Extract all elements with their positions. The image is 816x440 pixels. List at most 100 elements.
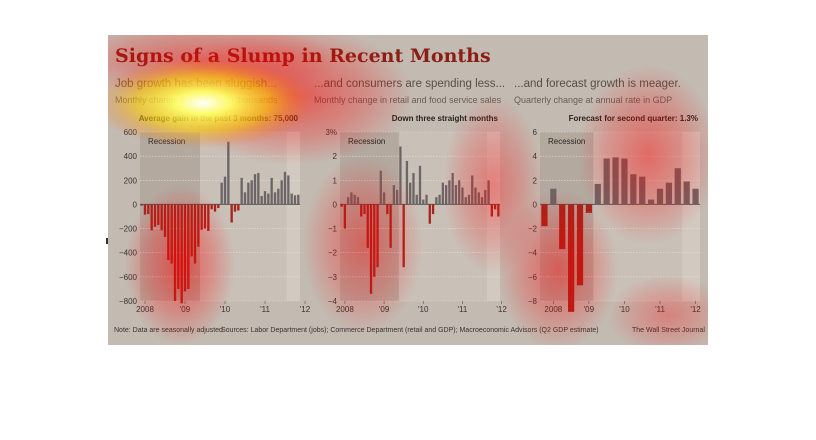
bar	[190, 204, 193, 257]
bar	[612, 157, 619, 205]
bar	[648, 199, 655, 205]
bar	[448, 180, 451, 205]
y-tick-label: 3%	[325, 128, 337, 137]
bar	[464, 197, 467, 205]
bar	[347, 197, 350, 205]
bar	[402, 204, 405, 268]
y-tick-label: −8	[528, 297, 538, 306]
bar	[157, 204, 160, 225]
y-tick-label: −3	[328, 273, 338, 282]
x-tick-label: '10	[220, 305, 231, 314]
y-tick-label: 200	[124, 176, 138, 185]
x-tick-label: 2008	[544, 305, 562, 314]
bar	[409, 182, 412, 205]
bar	[630, 174, 637, 205]
x-tick-label: '12	[690, 305, 701, 314]
bar	[585, 204, 592, 213]
recession-label: Recession	[148, 137, 185, 146]
panel-3-subtitle: Quarterly change at annual rate in GDP	[514, 95, 673, 105]
bar	[435, 197, 438, 205]
bar	[183, 204, 187, 292]
bar	[173, 204, 177, 301]
bar	[247, 182, 250, 205]
bar	[363, 204, 366, 215]
recession-band	[540, 132, 594, 301]
headline: Signs of a Slump in Recent Months	[115, 45, 491, 67]
bar	[683, 181, 690, 205]
bar	[160, 204, 163, 231]
bar	[379, 170, 382, 205]
bar	[253, 174, 257, 205]
x-tick-label: '12	[300, 305, 311, 314]
panel-3-title: ...and forecast growth is meager.	[514, 78, 681, 90]
bar	[227, 141, 230, 205]
y-tick-label: −1	[328, 225, 338, 234]
bar	[441, 182, 444, 205]
bar	[576, 204, 584, 286]
y-tick-label: 1	[333, 176, 338, 185]
recent-period-band	[286, 132, 300, 301]
bar	[203, 204, 207, 229]
y-tick-label: −4	[528, 249, 538, 258]
bar	[340, 204, 343, 207]
bar	[167, 204, 170, 260]
bar	[454, 185, 458, 205]
x-tick-label: 2008	[336, 305, 354, 314]
bar	[353, 194, 356, 205]
y-tick-label: −800	[119, 297, 138, 306]
bar	[280, 180, 283, 205]
footer-note: Note: Data are seasonally adjusted	[114, 327, 223, 334]
y-tick-label: 0	[533, 200, 538, 209]
chart-payrolls: 600 400 200 0 −200 −400 −600 −800 Average gain i…	[119, 114, 311, 314]
x-tick-label: '10	[418, 305, 429, 314]
y-tick-label: 0	[133, 200, 138, 209]
x-tick-label: '10	[619, 305, 630, 314]
bar	[497, 204, 500, 217]
panel-2-title: ...and consumers are spending less...	[314, 78, 506, 90]
bar	[458, 180, 461, 205]
bar	[273, 192, 277, 205]
bar	[177, 204, 180, 289]
bar	[405, 160, 409, 205]
bar	[493, 204, 497, 210]
bar	[356, 197, 360, 205]
footer-brand: The Wall Street Journal	[632, 327, 705, 334]
bar	[559, 204, 566, 250]
panel-1-title: Job growth has been sluggish...	[115, 78, 277, 90]
bar	[257, 173, 260, 205]
bar	[621, 158, 628, 205]
y-tick-label: 2	[533, 176, 538, 185]
bar	[438, 194, 441, 205]
bar	[270, 177, 273, 205]
bar	[150, 204, 153, 231]
x-tick-label: '09	[180, 305, 191, 314]
bar	[425, 194, 428, 205]
bar	[233, 204, 237, 212]
bar	[230, 204, 233, 223]
bar	[210, 204, 213, 210]
bar	[267, 193, 270, 205]
x-tick-label: '12	[496, 305, 507, 314]
bar	[474, 187, 477, 205]
y-tick-label: −6	[528, 273, 538, 282]
bar	[477, 192, 480, 205]
bar	[143, 204, 147, 215]
bar	[382, 192, 386, 205]
bar	[260, 195, 263, 205]
panel-2-subtitle: Monthly change in retail and food servic…	[314, 95, 502, 105]
bar	[366, 204, 369, 248]
x-tick-label: '11	[655, 305, 665, 314]
y-tick-label: −2	[328, 249, 338, 258]
y-tick-label: 2	[333, 152, 338, 161]
bar	[373, 204, 376, 277]
bar	[140, 204, 143, 206]
y-tick-label: 0	[333, 200, 338, 209]
bar	[656, 188, 664, 205]
y-tick-label: 4	[533, 152, 538, 161]
chart-gdp: 6 4 2 0 −2 −4 −6 −8 Forecast for second quarter:…	[528, 114, 701, 314]
x-tick-label: '11	[260, 305, 270, 314]
bar	[415, 194, 418, 205]
bar	[213, 204, 217, 212]
bar	[674, 168, 681, 205]
